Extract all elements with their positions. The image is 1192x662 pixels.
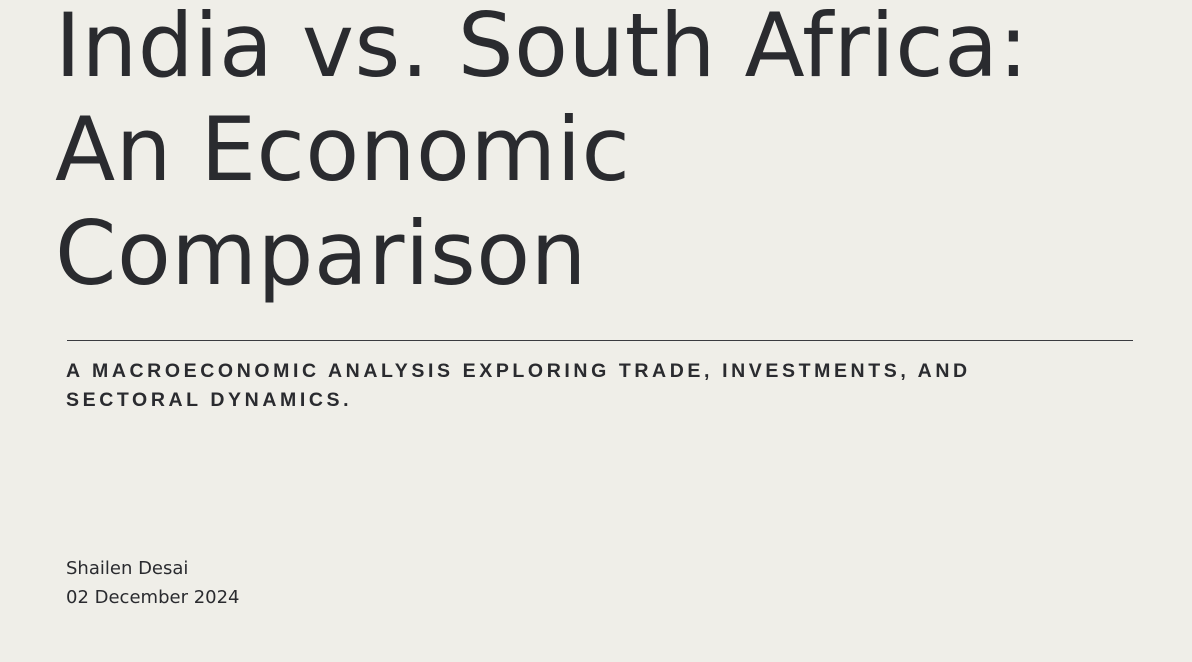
presentation-date[interactable]: 02 December 2024 bbox=[66, 587, 240, 608]
title-divider bbox=[67, 340, 1133, 341]
slide-subtitle[interactable]: A MACROECONOMIC ANALYSIS EXPLORING TRADE… bbox=[66, 357, 1166, 415]
title-line: Comparison bbox=[55, 202, 587, 305]
author-name[interactable]: Shailen Desai bbox=[66, 558, 189, 579]
title-line: An Economic bbox=[55, 98, 631, 201]
subtitle-line: A MACROECONOMIC ANALYSIS EXPLORING TRADE… bbox=[66, 360, 971, 382]
subtitle-line: SECTORAL DYNAMICS. bbox=[66, 389, 353, 411]
slide-title[interactable]: India vs. South Africa: An Economic Comp… bbox=[55, 0, 1165, 306]
title-line: India vs. South Africa: bbox=[55, 0, 1029, 97]
